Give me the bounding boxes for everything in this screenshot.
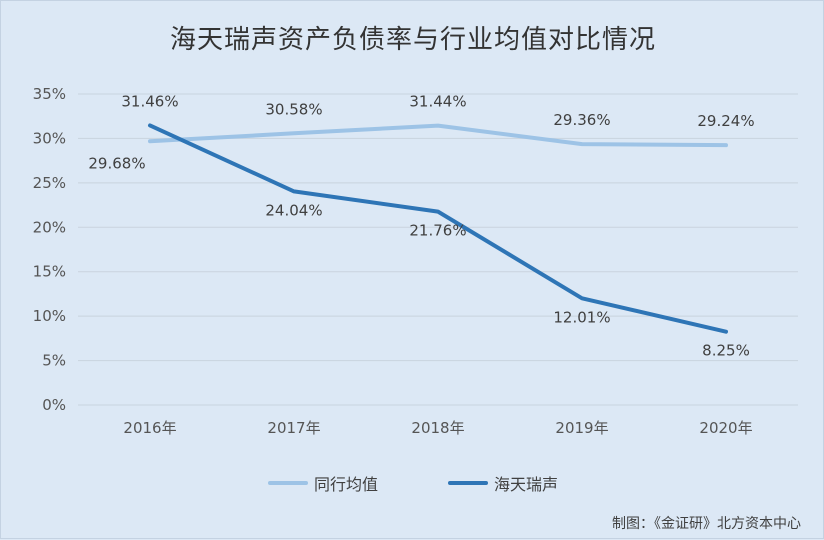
data-label-company-3: 12.01% [553,308,610,326]
chart-title: 海天瑞声资产负债率与行业均值对比情况 [169,25,656,55]
data-label-company-4: 8.25% [702,342,750,360]
y-tick-label-0: 0% [42,396,66,414]
y-tick-label-25: 25% [33,174,66,192]
data-label-company-1: 24.04% [265,201,322,219]
data-label-company-2: 21.76% [409,222,466,240]
x-tick-label-2: 2018年 [411,419,464,437]
series-line-industry [148,123,728,148]
series-line-company [148,123,728,334]
data-label-industry-1: 30.58% [265,100,322,118]
x-tick-label-3: 2019年 [555,419,608,437]
legend-swatch-industry [267,481,308,485]
legend-label-industry: 同行均值 [313,475,378,494]
data-label-industry-4: 29.24% [697,112,754,130]
legend-item-industry: 同行均值 [267,471,378,495]
y-tick-label-30: 30% [33,129,66,147]
y-tick-label-5: 5% [42,352,66,370]
gridlines [78,93,798,406]
y-axis-tick-labels: 0% 5% 10% 15% 20% 25% 30% 35% [33,85,66,414]
y-tick-label-20: 20% [33,218,66,236]
legend: 同行均值 海天瑞声 [1,471,824,495]
legend-item-company: 海天瑞声 [448,471,558,495]
x-tick-label-0: 2016年 [123,419,176,437]
source-note: 制图：《金证研》北方资本中心 [612,516,801,532]
data-labels: 29.68% 30.58% 31.44% 29.36% 29.24% 31.46% 24.0… [88,92,754,359]
y-tick-label-35: 35% [33,85,66,103]
legend-label-company: 海天瑞声 [494,475,559,494]
y-tick-label-15: 15% [33,263,66,281]
x-tick-label-1: 2017年 [267,419,320,437]
series-lines [148,123,728,334]
legend-swatch-company [448,481,488,485]
x-axis-tick-labels: 2016年 2017年 2018年 2019年 2020年 [123,419,752,437]
x-tick-label-4: 2020年 [699,419,752,437]
y-tick-label-10: 10% [33,307,66,325]
data-label-industry-3: 29.36% [553,111,610,129]
data-label-industry-2: 31.44% [409,93,466,111]
data-label-company-0: 31.46% [121,92,178,110]
data-label-industry-0: 29.68% [88,154,145,172]
